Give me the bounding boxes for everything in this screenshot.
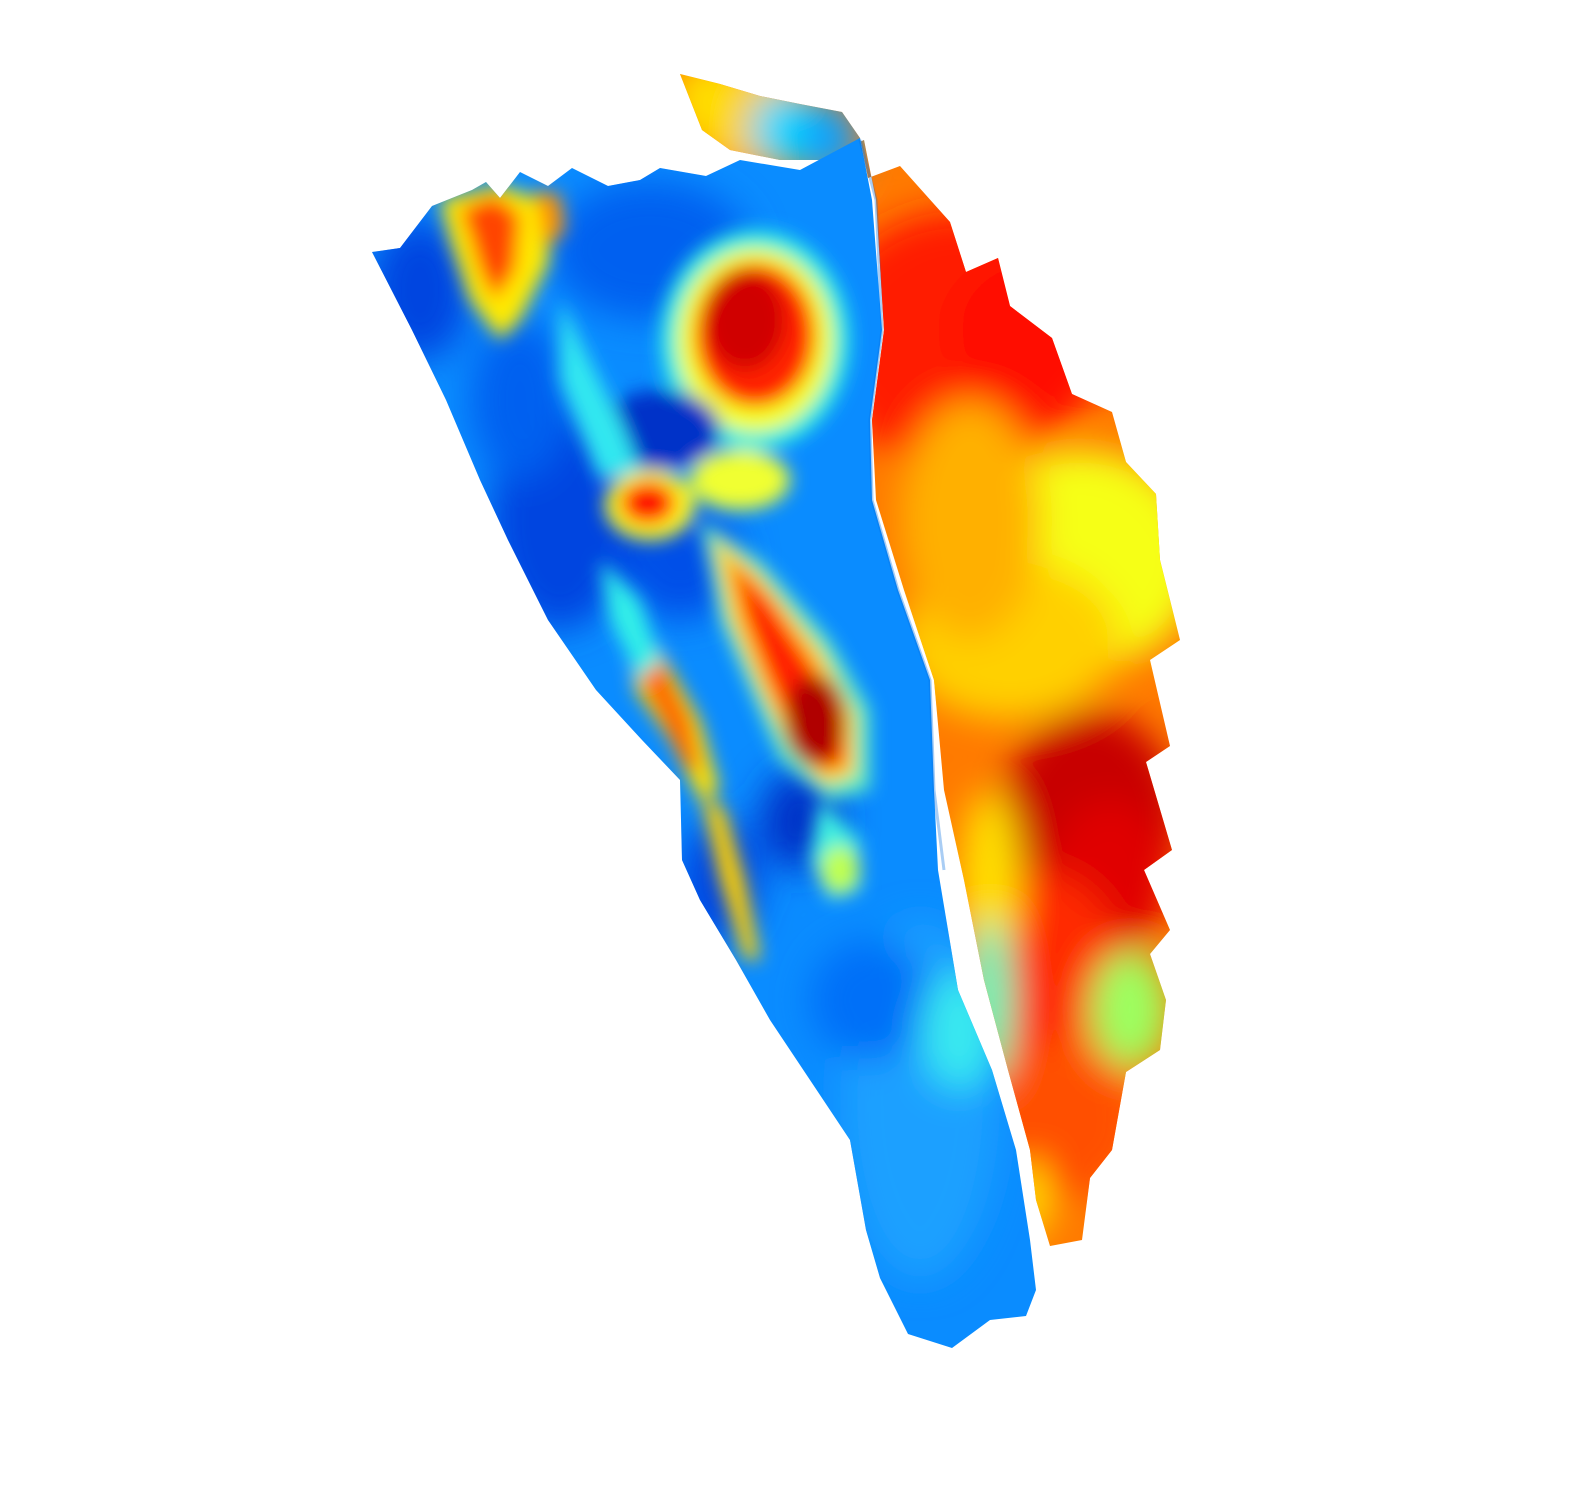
fold-shadow (858, 139, 946, 871)
